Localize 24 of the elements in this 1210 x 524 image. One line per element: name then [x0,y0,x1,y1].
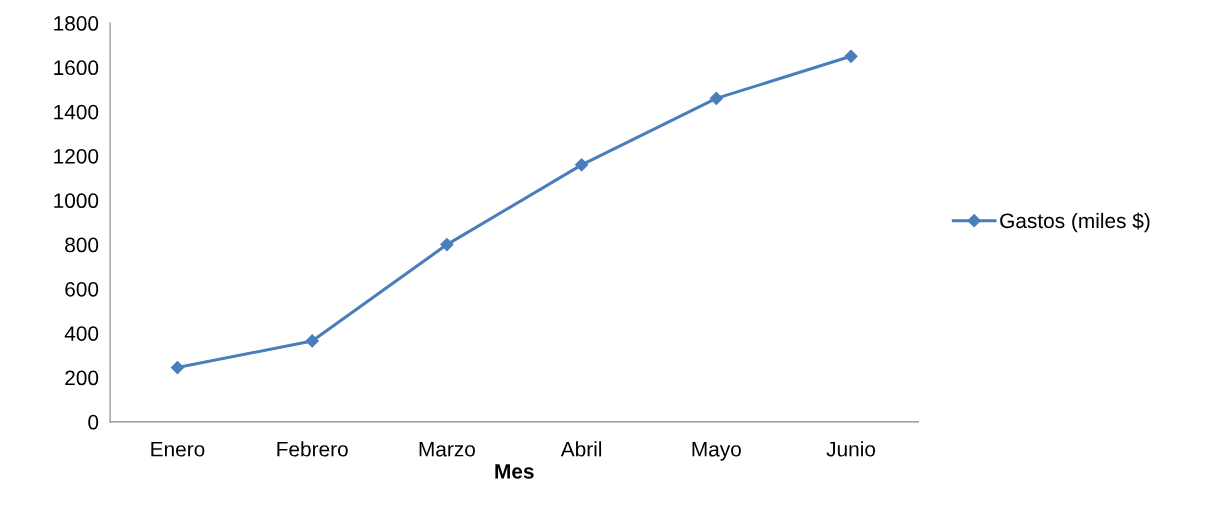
y-tick-label: 1000 [54,193,99,209]
x-tick-label: Enero [151,442,205,457]
x-tick-label: Junio [826,441,876,457]
y-tick-label: 1600 [54,60,99,76]
x-tick-label: Marzo [419,442,475,457]
legend-label: Gastos (miles $) [1000,212,1150,233]
x-axis-title: Mes [495,464,534,479]
point [575,158,589,172]
y-tick-label: 600 [65,281,99,297]
point [440,238,454,252]
y-tick-label: 1400 [54,104,99,120]
y-tick-label: 200 [65,370,99,386]
y-tick-label: 0 [88,414,99,430]
y-tick-label: 1800 [54,16,99,31]
y-tick-label: 400 [64,326,99,341]
point [170,360,185,375]
point [844,49,858,63]
y-tick-label: 800 [65,237,99,253]
y-tick-label: 1200 [54,148,99,164]
point [305,334,319,348]
x-tick-label: Febrero [277,441,348,457]
point [709,91,723,105]
x-tick-label: Abril [560,441,602,457]
x-tick-label: Mayo [692,442,741,461]
